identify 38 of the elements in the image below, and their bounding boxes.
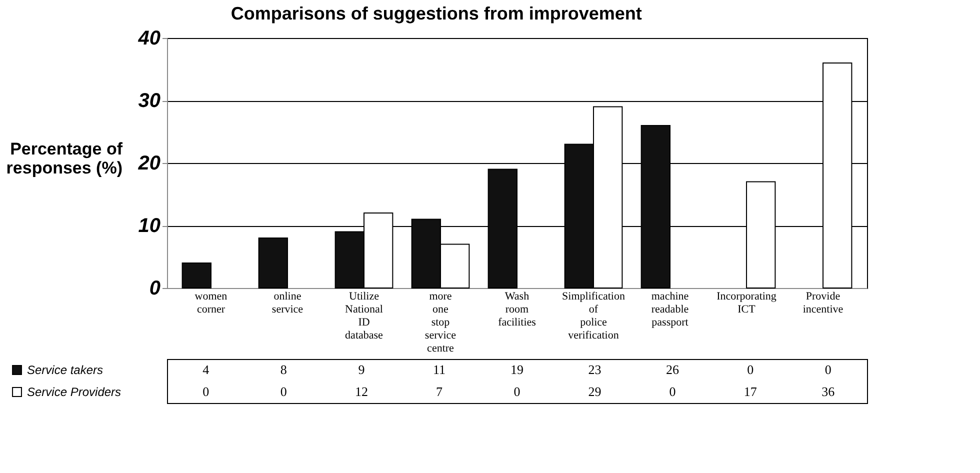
data-label: 36 [822,384,836,399]
chart-title: Comparisons of suggestions from improvement [230,4,642,24]
data-label: 0 [824,362,832,377]
legend-label: Service takers [27,363,104,377]
data-label: 7 [436,384,443,399]
data-label: 0 [514,384,520,399]
data-label: 0 [202,384,210,399]
data-label: 8 [280,362,287,377]
x-tick-label: more one stop service centre [424,290,456,354]
y-tick-label: 10 [138,215,160,237]
data-label: 17 [744,384,758,399]
data-label: 4 [202,362,210,377]
data-label: 23 [588,362,602,377]
data-label: 0 [280,384,287,399]
x-tick-label: Utilize National ID database [345,290,384,342]
data-label: 19 [510,362,524,377]
x-tick-label: Simplification of police verification [562,290,626,342]
bar [182,262,212,288]
y-tick-label: 0 [149,278,160,300]
legend-label: Service Providers [27,385,122,399]
data-label: 26 [666,362,680,377]
data-label: 0 [669,384,676,399]
x-tick-label: machine readable passport [651,290,689,328]
y-tick-label: 30 [138,90,160,112]
data-label: 11 [432,362,446,377]
y-tick-label: 20 [137,152,160,174]
x-tick-label: Incorporating ICT [716,290,777,316]
data-label: 9 [358,362,365,377]
x-tick-label: online service [272,290,304,316]
data-label: 12 [354,384,368,399]
data-label: 29 [588,384,602,399]
x-tick-label: women corner [194,290,228,316]
x-tick-label: Wash room facilities [498,290,536,328]
data-label: 0 [747,362,754,377]
bar [258,238,288,288]
y-axis-title: Percentage of responses (%) [6,140,123,178]
x-tick-label: Provide incentive [802,290,844,316]
y-tick-label: 40 [137,28,160,50]
